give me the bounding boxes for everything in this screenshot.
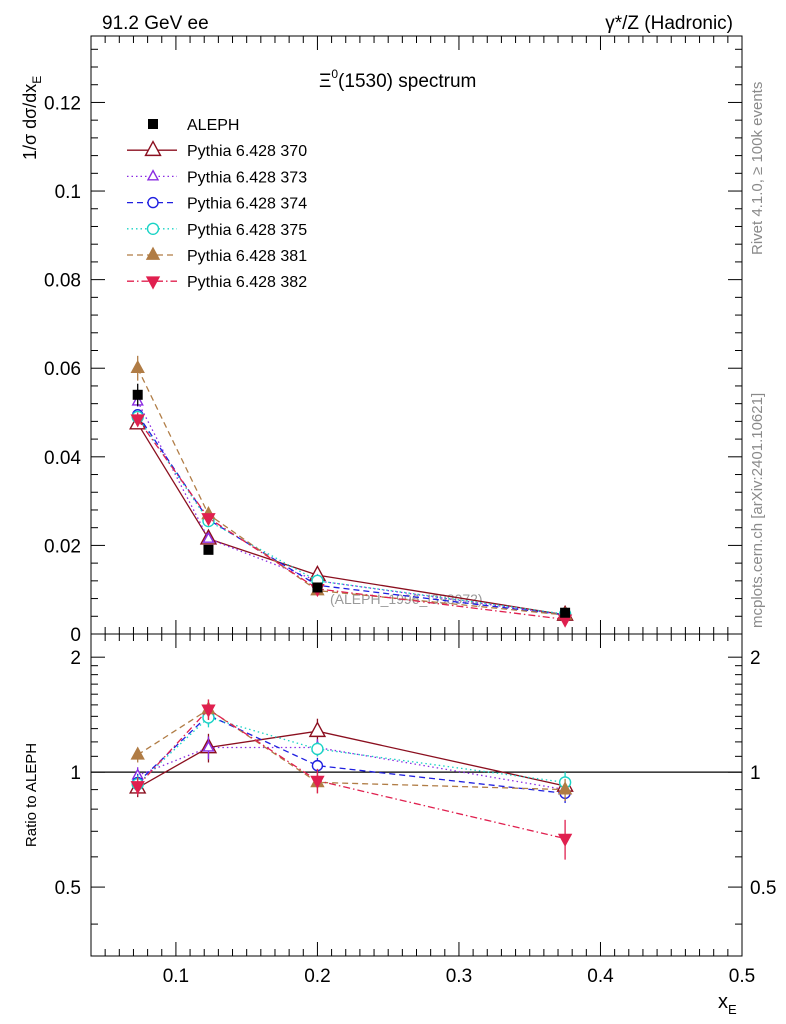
ratio-pythia-374-line [137, 714, 566, 794]
main-y-label-main: 1/σ dσ/dx [20, 84, 40, 160]
main-y-tick-label: 0.1 [55, 182, 81, 203]
x-axis-label-sub: E [728, 1002, 737, 1017]
ratio-pythia-382-point [201, 704, 216, 718]
main-y-label: 1/σ dσ/dxE [20, 76, 44, 160]
legend-pythia-374-marker [147, 196, 159, 209]
x-axis-label-main: x [718, 991, 728, 1013]
main-pythia-373-line [137, 401, 566, 616]
ratio-pythia-375-point [311, 742, 324, 756]
legend-pythia-370-entry: Pythia 6.428 370 [127, 140, 307, 160]
main-pythia-382-point [130, 414, 145, 428]
main-pythia-370-line [137, 423, 566, 616]
main-pythia-375-line [137, 416, 566, 615]
main-pythia-373-point [202, 531, 215, 543]
legend-pythia-381-marker [145, 246, 161, 260]
main-y-tick-label: 0 [70, 625, 81, 646]
rivet-label: Rivet 4.1.0, ≥ 100k events [749, 82, 766, 255]
legend-pythia-382-entry: Pythia 6.428 382 [127, 274, 307, 291]
ratio-pythia-382-line [137, 708, 566, 840]
legend-aleph-entry: ALEPH [148, 117, 239, 134]
ratio-x-tick-label: 0.2 [304, 966, 330, 987]
legend-pythia-382-label: Pythia 6.428 382 [187, 274, 307, 291]
main-aleph-point [560, 607, 571, 618]
ratio-pythia-381-line [137, 708, 566, 791]
header-left: 91.2 GeV ee [102, 13, 209, 34]
ratio-pythia-373-line [137, 746, 566, 791]
main-title-sup: 0 [331, 67, 338, 81]
main-aleph-series [132, 383, 571, 618]
main-aleph-point [312, 582, 323, 593]
ratio-pythia-382-series [130, 699, 573, 860]
ratio-pythia-382-point [130, 781, 145, 795]
main-aleph-point [132, 389, 143, 400]
ratio-x-tick-label: 0.3 [446, 966, 472, 987]
ratio-y-tick-label-right: 0.5 [750, 878, 776, 899]
ratio-y-tick-label: 1 [70, 763, 81, 784]
main-title-main: Ξ [319, 71, 331, 92]
ratio-pythia-375-line [137, 716, 566, 785]
ratio-pythia-373-point [202, 740, 215, 752]
ratio-x-tick-label: 0.5 [729, 966, 755, 987]
legend-pythia-374-entry: Pythia 6.428 374 [127, 196, 307, 213]
legend-pythia-370-marker [144, 140, 162, 157]
main-pythia-374-line [137, 414, 566, 616]
legend-pythia-374-label: Pythia 6.428 374 [187, 196, 307, 213]
legend-pythia-373-label: Pythia 6.428 373 [187, 169, 307, 186]
ratio-pythia-381-series [130, 699, 573, 802]
main-y-label-sub: E [30, 76, 44, 84]
main-y-tick-label: 0.04 [44, 448, 81, 469]
ratio-y-tick-label: 2 [70, 648, 81, 669]
legend-pythia-375-entry: Pythia 6.428 375 [127, 222, 307, 239]
legend-aleph-marker [148, 119, 158, 129]
legend-pythia-373-entry: Pythia 6.428 373 [127, 169, 307, 186]
legend-pythia-375-label: Pythia 6.428 375 [187, 222, 307, 239]
ratio-pythia-373-series [131, 736, 572, 800]
legend-aleph-label: ALEPH [187, 117, 239, 134]
legend-pythia-375-marker [146, 222, 160, 236]
ratio-y-tick-label-right: 1 [750, 763, 761, 784]
ratio-axis-ticks: 0.1 0.2 0.3 0.4 0.5 0.5 0.5 1 1 2 2 [55, 634, 776, 987]
main-pythia-382-line [137, 418, 566, 621]
ratio-frame [90, 633, 743, 957]
legend-pythia-381-entry: Pythia 6.428 381 [127, 246, 307, 265]
ratio-pythia-381-point [557, 781, 573, 795]
ratio-pythia-381-point [130, 746, 145, 760]
main-pythia-381-point [130, 359, 145, 374]
legend-pythia-370-label: Pythia 6.428 370 [187, 143, 307, 160]
main-y-tick-label: 0.12 [44, 93, 81, 114]
header-right: γ*/Z (Hadronic) [605, 13, 733, 34]
x-axis-label: xE [718, 991, 737, 1017]
ratio-pythia-382-point [310, 775, 325, 790]
main-axis-ticks: 0 0.02 0.04 0.06 0.08 0.1 0.12 [44, 36, 743, 646]
main-title-rest: (1530) spectrum [338, 71, 476, 92]
main-pythia-382-point [201, 513, 216, 527]
main-pythia-370-series [129, 413, 574, 621]
ratio-y-tick-label-right: 2 [750, 648, 761, 669]
main-y-tick-label: 0.06 [44, 359, 81, 380]
ratio-series [129, 699, 574, 860]
ratio-y-label: Ratio to ALEPH [23, 743, 40, 847]
ratio-y-tick-label: 0.5 [55, 878, 81, 899]
ratio-pythia-382-point [557, 833, 573, 847]
main-y-tick-label: 0.08 [44, 271, 81, 292]
mcplots-label: mcplots.cern.ch [arXiv:2401.10621] [749, 393, 766, 628]
ratio-x-tick-label: 0.4 [587, 966, 614, 987]
legend-pythia-373-marker [146, 169, 160, 181]
ratio-pythia-370-line [137, 730, 566, 789]
main-pythia-374-series [132, 409, 571, 621]
ratio-x-tick-label: 0.1 [163, 966, 189, 987]
main-series [129, 355, 574, 628]
main-aleph-point [203, 544, 214, 555]
legend-pythia-382-marker [145, 276, 161, 290]
main-pythia-381-line [137, 367, 566, 616]
ratio-pythia-370-series [129, 718, 574, 798]
main-title: Ξ0(1530) spectrum [319, 67, 476, 92]
main-pythia-375-series [131, 410, 572, 621]
legend-pythia-381-label: Pythia 6.428 381 [187, 248, 307, 265]
main-y-tick-label: 0.02 [44, 536, 81, 557]
legend: ALEPH Pythia 6.428 370 Pythia 6.428 373 Pyt… [127, 117, 307, 291]
main-pythia-381-series [130, 355, 573, 620]
ratio-pythia-370-point [308, 721, 327, 738]
